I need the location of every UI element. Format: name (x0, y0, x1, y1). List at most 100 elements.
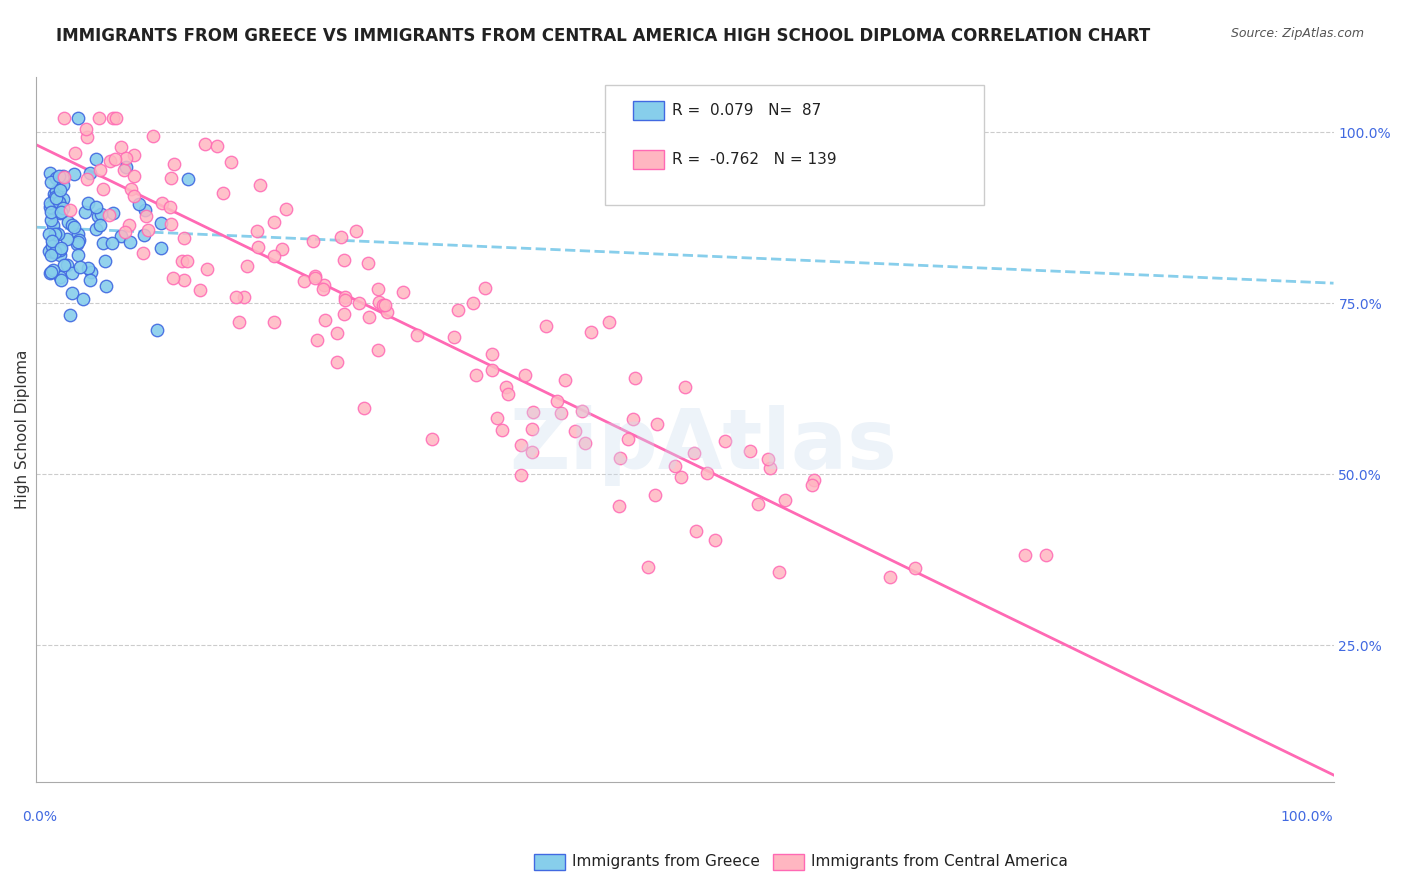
Point (392, 285, 415, 299)
Point (162, 157, 184, 171)
Point (371, 298, 394, 312)
Point (598, 315, 620, 329)
Point (333, 293, 356, 307)
Point (41, 239, 63, 253)
Text: R =  0.079   N=  87: R = 0.079 N= 87 (672, 103, 821, 118)
Point (550, 406, 572, 420)
Point (159, 171, 181, 186)
Point (149, 216, 172, 230)
Text: ZipAtlas: ZipAtlas (509, 406, 897, 486)
Point (617, 432, 640, 446)
Point (72, 292, 94, 306)
Point (195, 262, 218, 277)
Point (75, 121, 97, 136)
Point (495, 380, 517, 394)
Point (91, 235, 114, 250)
Point (48, 195, 70, 210)
Point (292, 274, 315, 288)
Point (60, 286, 83, 301)
Point (132, 245, 155, 260)
Point (406, 328, 429, 343)
Point (76, 196, 98, 211)
Point (247, 240, 270, 254)
Point (420, 432, 443, 446)
Point (89, 218, 111, 232)
Point (520, 422, 543, 436)
Point (801, 478, 824, 492)
Point (86, 221, 108, 235)
Point (49, 273, 72, 287)
Point (510, 468, 533, 483)
Point (117, 218, 139, 232)
Point (52, 201, 75, 215)
Point (132, 227, 155, 242)
Point (69, 260, 91, 275)
Text: Source: ZipAtlas.com: Source: ZipAtlas.com (1230, 27, 1364, 40)
Point (48, 169, 70, 183)
Point (56, 215, 79, 229)
Point (51, 241, 73, 255)
Point (52, 169, 75, 184)
Point (486, 411, 509, 425)
Point (333, 290, 356, 304)
Point (66, 112, 89, 126)
Point (84, 152, 107, 166)
Point (39, 200, 62, 214)
Point (344, 224, 367, 238)
Point (464, 368, 486, 383)
Point (205, 139, 228, 153)
Point (481, 363, 503, 377)
Point (49, 204, 72, 219)
Point (45, 170, 67, 185)
Point (579, 326, 602, 340)
Point (44, 227, 66, 242)
Point (304, 269, 326, 284)
Text: IMMIGRANTS FROM GREECE VS IMMIGRANTS FROM CENTRAL AMERICA HIGH SCHOOL DIPLOMA CO: IMMIGRANTS FROM GREECE VS IMMIGRANTS FRO… (56, 27, 1150, 45)
Point (89, 112, 111, 126)
Point (91, 182, 114, 196)
Point (66, 236, 89, 251)
Point (498, 387, 520, 401)
Point (145, 323, 167, 337)
Point (803, 473, 825, 487)
Point (263, 215, 285, 229)
Point (52, 192, 75, 206)
Point (122, 169, 145, 184)
Point (173, 273, 195, 287)
Point (38, 227, 60, 242)
Point (63, 220, 86, 235)
Text: Immigrants from Greece: Immigrants from Greece (572, 855, 761, 869)
Point (44, 242, 66, 256)
Point (263, 249, 285, 263)
Point (38, 196, 60, 211)
Point (664, 458, 686, 473)
Point (84, 200, 107, 214)
Point (94, 253, 117, 268)
Point (270, 243, 292, 257)
Point (49, 248, 72, 262)
Point (683, 446, 706, 460)
Point (42, 263, 65, 277)
Point (48, 194, 70, 209)
Point (353, 401, 375, 415)
Point (38, 244, 60, 258)
Point (49, 183, 72, 197)
Point (747, 497, 769, 511)
Point (176, 254, 198, 268)
Point (775, 493, 797, 508)
Point (112, 163, 135, 178)
Point (87, 209, 110, 223)
Point (46, 227, 69, 242)
Point (738, 444, 761, 458)
Point (609, 450, 631, 465)
Point (312, 282, 335, 296)
Point (53, 112, 76, 126)
Point (228, 315, 250, 329)
Point (160, 218, 183, 232)
Point (59, 308, 82, 322)
Point (55, 258, 77, 272)
Point (669, 469, 692, 483)
Point (510, 438, 533, 452)
Point (621, 412, 644, 426)
Point (76, 171, 98, 186)
